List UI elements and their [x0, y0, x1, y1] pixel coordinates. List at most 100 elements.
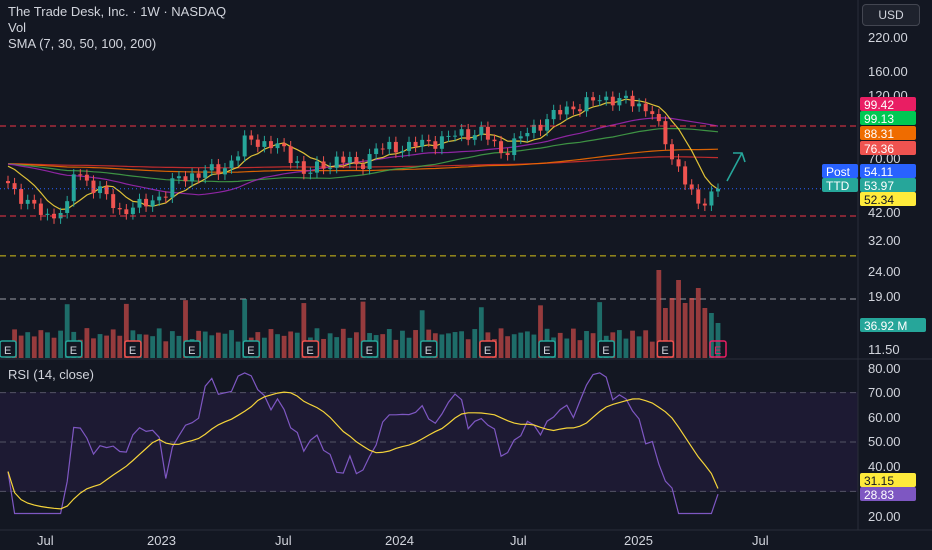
earnings-marker-label: E [714, 345, 721, 357]
volume-bar [663, 308, 668, 358]
candle-body [597, 100, 602, 102]
volume-bar [459, 331, 465, 358]
volume-bar [301, 303, 307, 358]
time-axis-label: 2023 [147, 533, 176, 548]
candle-body [71, 174, 76, 202]
volume-bar [386, 329, 392, 358]
candle-body [380, 148, 385, 150]
candle-body [334, 156, 339, 168]
post-value-badge-bg [860, 164, 916, 178]
candle-body [426, 139, 431, 142]
candle-body [676, 159, 681, 167]
rsi-badge: 28.83 [864, 488, 894, 502]
volume-bar [689, 298, 695, 358]
price-axis-tick: 42.00 [868, 205, 901, 220]
rsi-axis-tick: 50.00 [868, 434, 901, 449]
candle-body [249, 135, 254, 140]
candle-body [222, 168, 227, 175]
candle-body [512, 138, 517, 156]
candle-body [604, 96, 609, 101]
candle-body [236, 156, 241, 161]
candle-body [610, 96, 615, 106]
volume-bar [446, 333, 451, 358]
volume-bar [538, 305, 543, 358]
candle-body [407, 141, 412, 151]
candle-body [689, 184, 694, 190]
currency-button[interactable]: USD [862, 4, 920, 26]
volume-bar [465, 339, 471, 358]
earnings-marker-label: E [661, 345, 668, 357]
candle-body [124, 209, 129, 215]
volume-bar [577, 340, 583, 358]
candle-body [617, 98, 622, 106]
candle-body [19, 189, 24, 204]
volume-bar [281, 335, 287, 358]
candle-body [545, 119, 550, 131]
candle-body [12, 183, 17, 190]
candle-body [531, 124, 536, 133]
volume-bar [163, 341, 169, 358]
candle-body [282, 143, 287, 147]
candle-body [702, 203, 707, 206]
candle-body [499, 141, 504, 154]
volume-bar [478, 307, 484, 358]
candle-body [709, 191, 714, 206]
candle-body [361, 164, 365, 169]
volume-bar [400, 330, 405, 358]
candle-body [347, 156, 352, 163]
candle-body [288, 146, 293, 163]
volume-bar [51, 337, 57, 358]
volume-bar [623, 338, 629, 358]
time-axis-label: 2024 [385, 533, 414, 548]
ticker-label-badge-bg [822, 178, 858, 192]
candle-body [472, 135, 477, 140]
volume-bar [630, 330, 635, 358]
rsi-axis-tick: 20.00 [868, 509, 901, 524]
candle-body [301, 161, 306, 174]
volume-bar [143, 334, 149, 358]
volume-bar [597, 302, 603, 358]
volume-bar [334, 337, 340, 358]
candle-body [150, 200, 155, 207]
rsi-ma-badge: 31.15 [864, 474, 894, 488]
volume-bar [570, 328, 576, 358]
earnings-marker [183, 340, 201, 358]
candle-body [275, 143, 280, 149]
volume-bar [169, 331, 175, 358]
symbol-legend: The Trade Desk, Inc. · 1W · NASDAQ [8, 4, 227, 19]
candle-body [400, 150, 405, 153]
volume-bar [347, 337, 353, 358]
rsi-ma-badge-bg [860, 473, 916, 487]
candle-body [637, 103, 642, 107]
volume-badge: 36.92 M [864, 319, 907, 333]
candle-body [716, 188, 720, 192]
rsi-line [7, 372, 719, 515]
earnings-marker-label: E [306, 345, 313, 357]
volume-bar [288, 331, 294, 358]
candle-body [328, 167, 333, 169]
volume-bar [222, 333, 228, 358]
volume-bar [123, 303, 129, 358]
candle-body [650, 111, 655, 115]
candle-body [630, 95, 635, 107]
volume-bar [557, 332, 563, 358]
volume-bar [413, 330, 418, 358]
candle-body [485, 126, 490, 140]
volume-bar [156, 328, 162, 358]
sma-badge-0-bg [860, 97, 916, 111]
volume-bar [275, 334, 280, 358]
candle-body [591, 97, 596, 101]
candle-body [387, 141, 392, 150]
earnings-marker [0, 340, 17, 358]
candle-body [584, 97, 589, 112]
price-axis-tick: 160.00 [868, 64, 908, 79]
volume-bar [695, 288, 701, 358]
price-axis-tick: 32.00 [868, 233, 901, 248]
earnings-marker-label: E [4, 345, 11, 357]
sma-badge-4-bg [860, 192, 916, 206]
sma-badge-2: 88.31 [864, 127, 894, 141]
earnings-marker-label: E [425, 345, 432, 357]
volume-bar [97, 334, 103, 358]
sma-badge-1: 99.13 [864, 112, 894, 126]
